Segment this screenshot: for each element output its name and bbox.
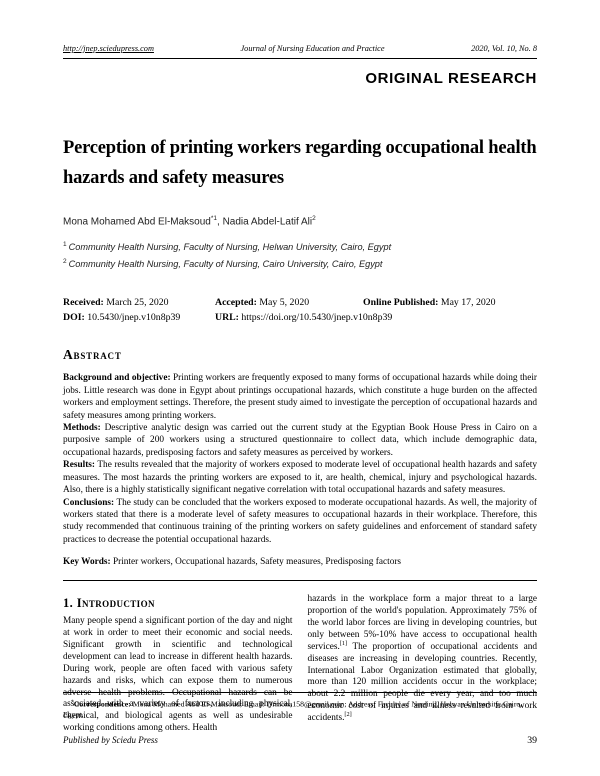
url: URL: https://doi.org/10.5430/jnep.v10n8p… [215, 310, 537, 325]
authors-line: Mona Mohamed Abd El-Maksoud*1, Nadia Abd… [63, 215, 537, 227]
keywords-line: Key Words: Printer workers, Occupational… [63, 557, 537, 567]
received-label: Received: [63, 297, 104, 309]
dates-row: Received: March 25, 2020 Accepted: May 5… [63, 295, 537, 310]
abstract-results: Results: The results revealed that the m… [63, 459, 537, 496]
introduction-heading: 1. Introduction [63, 596, 155, 611]
correspondence-footnote: *Correspondence: Mona Mohamed Abd El-Mak… [63, 692, 537, 721]
intro-right-text-2: The proportion of occupational accidents… [307, 641, 538, 724]
abstract-background: Background and objective: Printing worke… [63, 372, 537, 422]
running-footer: Published by Sciedu Press 39 [63, 735, 537, 746]
intro-right-text-1: hazards in the workplace form a major th… [307, 594, 538, 652]
author-separator: , [217, 216, 220, 228]
author-1-affiliation-marker: *1 [210, 215, 218, 222]
abstract-conclusions: Conclusions: The study can be concluded … [63, 497, 537, 547]
affiliation-2-marker: 2 [63, 257, 67, 265]
accepted-value: May 5, 2020 [259, 297, 310, 309]
reference-1-marker[interactable]: [1] [339, 639, 348, 647]
affiliation-1-text: Community Health Nursing, Faculty of Nur… [68, 242, 392, 253]
article-type-badge: ORIGINAL RESEARCH [365, 70, 537, 87]
correspondence-text: *Correspondence: Mona Mohamed Abd El-Mak… [63, 697, 537, 721]
article-meta-block: Received: March 25, 2020 Accepted: May 5… [63, 295, 537, 325]
abstract-results-text: The results revealed that the majority o… [63, 460, 538, 496]
affiliation-1-marker: 1 [63, 241, 67, 249]
right-column: hazards in the workplace form a major th… [308, 594, 538, 732]
abstract-methods-label: Methods: [63, 423, 101, 434]
author-name-2: Nadia Abdel-Latif Ali [222, 216, 313, 228]
keywords-text: Printer workers, Occupational hazards, S… [112, 557, 402, 568]
affiliations-block: 1 Community Health Nursing, Faculty of Nu… [63, 238, 537, 271]
abstract-methods: Methods: Descriptive analytic design was… [63, 422, 537, 459]
abstract-conclusions-label: Conclusions: [63, 497, 115, 508]
accepted-label: Accepted: [215, 297, 257, 309]
reference-2-marker[interactable]: [2] [344, 711, 352, 719]
doi-label: DOI: [63, 312, 85, 324]
introduction-paragraph-right: hazards in the workplace form a major th… [308, 594, 538, 725]
correspondence-value: Mona Mohamed Abd El-Maksoud; Email: Drmo… [63, 699, 523, 720]
url-label: URL: [215, 312, 239, 324]
journal-url-link[interactable]: http://jnep.sciedupress.com [63, 44, 154, 53]
doi-row: DOI: 10.5430/jnep.v10n8p39 URL: https://… [63, 310, 537, 325]
abstract-body: Background and objective: Printing worke… [63, 372, 537, 546]
correspondence-marker: * [71, 699, 74, 705]
author-name-1: Mona Mohamed Abd El-Maksoud [63, 216, 211, 228]
correspondence-label: Correspondence: [73, 699, 131, 709]
received-value: March 25, 2020 [106, 297, 169, 309]
publisher-credit: Published by Sciedu Press [63, 735, 158, 745]
online-published-date: Online Published: May 17, 2020 [363, 295, 537, 310]
online-published-value: May 17, 2020 [440, 297, 496, 309]
doi-value: 10.5430/jnep.v10n8p39 [87, 312, 181, 324]
affiliation-1: 1 Community Health Nursing, Faculty of Nu… [63, 238, 537, 255]
abstract-background-label: Background and objective: [63, 373, 171, 384]
abstract-results-label: Results: [63, 460, 96, 471]
abstract-divider-rule [63, 580, 537, 582]
accepted-date: Accepted: May 5, 2020 [215, 295, 363, 310]
doi: DOI: 10.5430/jnep.v10n8p39 [63, 310, 215, 325]
affiliation-2: 2 Community Health Nursing, Faculty of Nu… [63, 255, 537, 272]
affiliation-2-text: Community Health Nursing, Faculty of Nur… [68, 258, 383, 269]
keywords-label: Key Words: [63, 557, 111, 568]
received-date: Received: March 25, 2020 [63, 295, 215, 310]
abstract-background-text: Printing workers are frequently exposed … [63, 373, 537, 421]
abstract-conclusions-text: The study can be concluded that the work… [63, 497, 538, 545]
url-value[interactable]: https://doi.org/10.5430/jnep.v10n8p39 [241, 312, 393, 324]
abstract-heading: Abstract [63, 347, 122, 363]
article-title: Perception of printing workers regarding… [63, 138, 537, 188]
author-2-affiliation-marker: 2 [312, 215, 316, 222]
page-number: 39 [527, 735, 537, 746]
issue-info: 2020, Vol. 10, No. 8 [471, 44, 537, 53]
running-header: http://jnep.sciedupress.com Journal of N… [63, 44, 537, 59]
journal-name: Journal of Nursing Education and Practic… [240, 44, 385, 53]
abstract-methods-text: Descriptive analytic design was carried … [63, 423, 537, 458]
online-published-label: Online Published: [363, 297, 439, 309]
